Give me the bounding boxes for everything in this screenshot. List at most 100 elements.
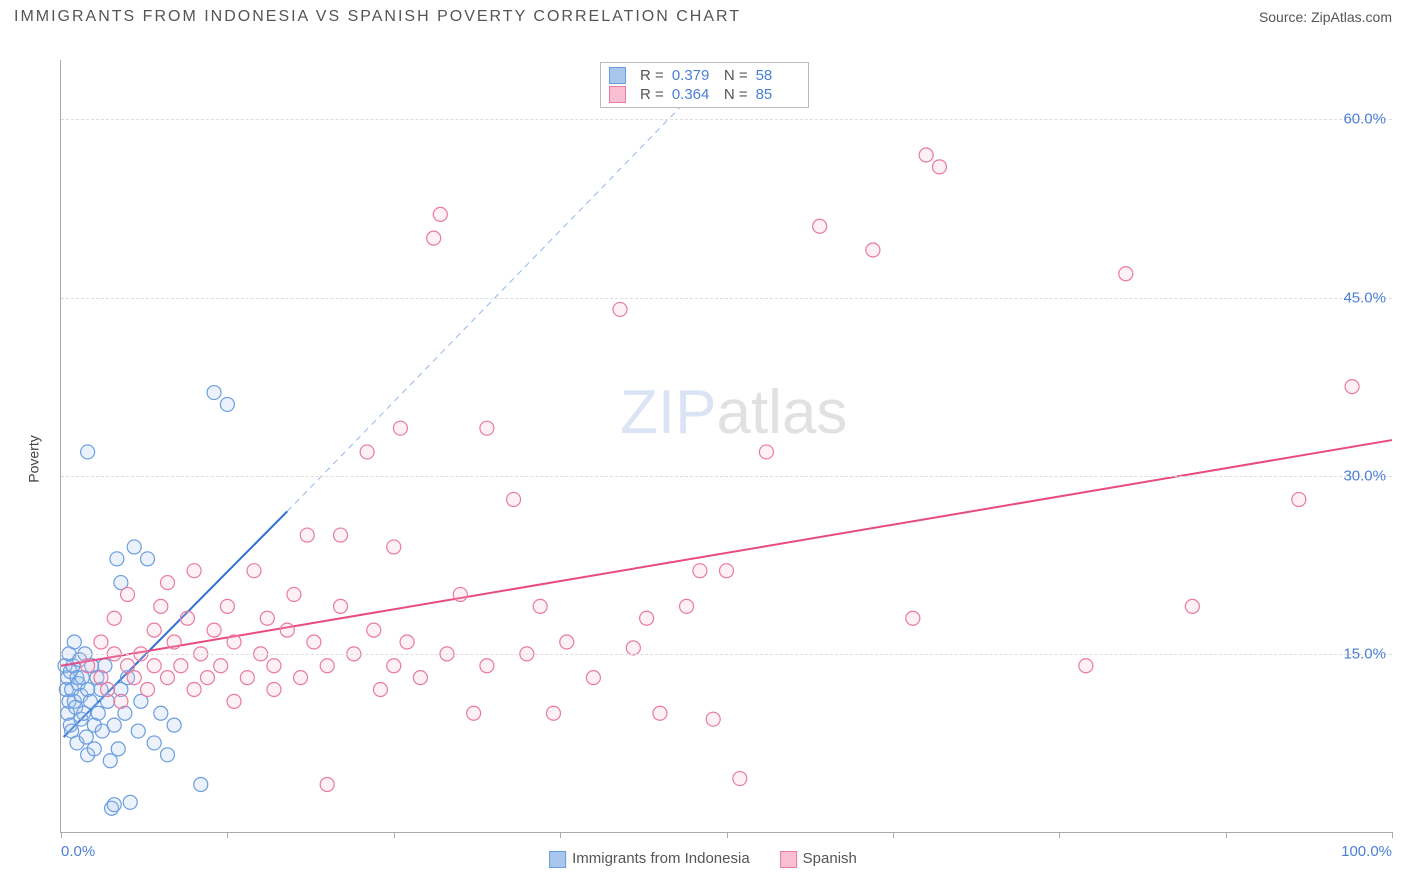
- data-point-indonesia: [220, 397, 234, 411]
- gridline: [61, 476, 1392, 477]
- chart-container: Poverty ZIPatlas R =0.379N =58R =0.364N …: [14, 40, 1392, 878]
- data-point-indonesia: [79, 730, 93, 744]
- data-point-spanish: [1345, 380, 1359, 394]
- stat-n-label: N =: [724, 86, 748, 103]
- data-point-spanish: [433, 207, 447, 221]
- data-point-spanish: [480, 659, 494, 673]
- data-point-spanish: [919, 148, 933, 162]
- series-legend: Immigrants from Indonesia Spanish: [549, 850, 857, 868]
- stat-swatch-indonesia: [609, 67, 626, 84]
- stat-r-label: R =: [640, 67, 664, 84]
- stat-n-value: 58: [756, 67, 800, 84]
- data-point-spanish: [720, 564, 734, 578]
- gridline: [61, 654, 1392, 655]
- data-point-indonesia: [207, 386, 221, 400]
- data-point-spanish: [200, 671, 214, 685]
- data-point-spanish: [706, 712, 720, 726]
- stat-r-label: R =: [640, 86, 664, 103]
- data-point-indonesia: [107, 798, 121, 812]
- data-point-spanish: [653, 706, 667, 720]
- data-point-spanish: [533, 599, 547, 613]
- data-point-spanish: [693, 564, 707, 578]
- data-point-indonesia: [123, 795, 137, 809]
- data-point-indonesia: [131, 724, 145, 738]
- data-point-indonesia: [87, 742, 101, 756]
- data-point-indonesia: [110, 552, 124, 566]
- data-point-spanish: [334, 599, 348, 613]
- data-point-indonesia: [154, 706, 168, 720]
- data-point-indonesia: [194, 777, 208, 791]
- data-point-spanish: [267, 659, 281, 673]
- y-tick-label: 15.0%: [1343, 645, 1386, 662]
- header-bar: IMMIGRANTS FROM INDONESIA VS SPANISH POV…: [14, 8, 1392, 26]
- plot-area: ZIPatlas R =0.379N =58R =0.364N =85 15.0…: [60, 60, 1392, 833]
- legend-label-spanish: Spanish: [803, 850, 857, 867]
- plot-svg: [61, 60, 1392, 832]
- data-point-spanish: [360, 445, 374, 459]
- data-point-spanish: [260, 611, 274, 625]
- data-point-spanish: [680, 599, 694, 613]
- data-point-spanish: [640, 611, 654, 625]
- data-point-indonesia: [167, 718, 181, 732]
- y-tick-label: 45.0%: [1343, 289, 1386, 306]
- data-point-spanish: [387, 659, 401, 673]
- source-name: ZipAtlas.com: [1311, 9, 1392, 25]
- data-point-spanish: [560, 635, 574, 649]
- data-point-spanish: [240, 671, 254, 685]
- y-tick-label: 30.0%: [1343, 467, 1386, 484]
- data-point-indonesia: [141, 552, 155, 566]
- data-point-spanish: [180, 611, 194, 625]
- data-point-spanish: [141, 682, 155, 696]
- x-tick: [1392, 832, 1393, 838]
- x-tick: [893, 832, 894, 838]
- data-point-spanish: [187, 564, 201, 578]
- stat-n-value: 85: [756, 86, 800, 103]
- x-tick-label-left: 0.0%: [61, 843, 95, 860]
- data-point-spanish: [227, 635, 241, 649]
- y-tick-label: 60.0%: [1343, 111, 1386, 128]
- data-point-spanish: [393, 421, 407, 435]
- legend-item-spanish: Spanish: [780, 850, 857, 868]
- data-point-spanish: [147, 623, 161, 637]
- data-point-spanish: [280, 623, 294, 637]
- data-point-spanish: [546, 706, 560, 720]
- data-point-spanish: [187, 682, 201, 696]
- gridline: [61, 119, 1392, 120]
- data-point-spanish: [121, 587, 135, 601]
- chart-title: IMMIGRANTS FROM INDONESIA VS SPANISH POV…: [14, 8, 741, 26]
- data-point-spanish: [507, 492, 521, 506]
- data-point-spanish: [320, 777, 334, 791]
- data-point-spanish: [480, 421, 494, 435]
- x-tick-label-right: 100.0%: [1341, 843, 1392, 860]
- data-point-spanish: [733, 772, 747, 786]
- data-point-spanish: [467, 706, 481, 720]
- legend-label-indonesia: Immigrants from Indonesia: [572, 850, 750, 867]
- data-point-spanish: [626, 641, 640, 655]
- legend-item-indonesia: Immigrants from Indonesia: [549, 850, 750, 868]
- stat-row-spanish: R =0.364N =85: [609, 86, 800, 103]
- data-point-spanish: [300, 528, 314, 542]
- data-point-spanish: [586, 671, 600, 685]
- data-point-indonesia: [111, 742, 125, 756]
- data-point-spanish: [81, 659, 95, 673]
- data-point-spanish: [334, 528, 348, 542]
- data-point-spanish: [167, 635, 181, 649]
- correlation-legend: R =0.379N =58R =0.364N =85: [600, 62, 809, 108]
- x-tick: [1226, 832, 1227, 838]
- x-tick: [227, 832, 228, 838]
- stat-r-value: 0.379: [672, 67, 716, 84]
- x-tick: [394, 832, 395, 838]
- data-point-spanish: [287, 587, 301, 601]
- data-point-indonesia: [147, 736, 161, 750]
- source-attribution: Source: ZipAtlas.com: [1259, 9, 1392, 25]
- data-point-spanish: [220, 599, 234, 613]
- data-point-spanish: [107, 611, 121, 625]
- data-point-spanish: [227, 694, 241, 708]
- data-point-spanish: [127, 671, 141, 685]
- y-axis-label: Poverty: [26, 435, 42, 482]
- data-point-indonesia: [103, 754, 117, 768]
- data-point-spanish: [453, 587, 467, 601]
- data-point-spanish: [267, 682, 281, 696]
- data-point-spanish: [147, 659, 161, 673]
- data-point-spanish: [114, 694, 128, 708]
